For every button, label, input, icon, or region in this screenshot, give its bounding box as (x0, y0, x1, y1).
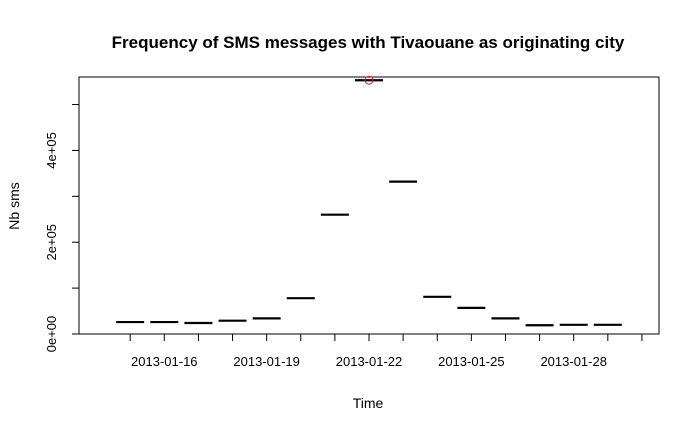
x-tick-label: 2013-01-25 (438, 354, 505, 369)
y-tick-label: 4e+05 (44, 132, 59, 169)
plot-frame (78, 76, 660, 335)
x-tick-label: 2013-01-19 (233, 354, 300, 369)
x-tick-label: 2013-01-28 (540, 354, 607, 369)
data-marks (116, 75, 622, 327)
y-axis-label: Nb sms (6, 182, 22, 229)
y-tick-label: 2e+05 (44, 224, 59, 261)
y-tick-label: 0e+00 (44, 316, 59, 353)
x-tick-label: 2013-01-22 (336, 354, 403, 369)
x-tick-label: 2013-01-16 (131, 354, 198, 369)
y-axis: 0e+00 2e+05 4e+05 (44, 104, 79, 353)
x-axis: 2013-01-16 2013-01-19 2013-01-22 2013-01-25… (129, 334, 643, 369)
peak-highlight-marker (364, 75, 374, 85)
x-axis-label: Time (353, 395, 384, 411)
chart-title: Frequency of SMS messages with Tivaouane… (112, 33, 625, 52)
